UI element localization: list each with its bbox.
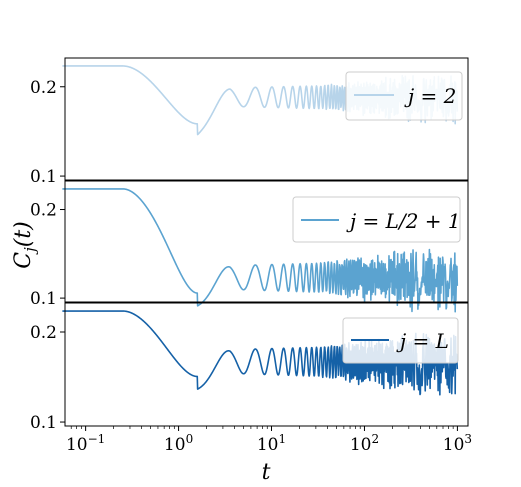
x-ticks: 10−1 100 101 102 103 <box>66 426 472 455</box>
y-axis-label-arg: (t) <box>11 221 36 247</box>
y-axis-label-sub: j <box>21 247 39 255</box>
x-tick-label: 103 <box>443 432 472 455</box>
series-line-j-l <box>61 310 459 396</box>
y-ticks-bottom: 0.1 0.2 <box>30 323 65 433</box>
legend-top: j = 2 <box>345 71 463 121</box>
y-tick-label-bottom: 0.2 <box>30 323 57 343</box>
x-tick-label: 102 <box>350 432 379 455</box>
x-tick-label: 101 <box>257 432 286 455</box>
legend-bottom: j = L <box>342 317 459 364</box>
y-axis-label: Cj(t) <box>11 221 39 269</box>
series-path-bottom <box>61 310 459 396</box>
plot-frame-top <box>64 57 469 181</box>
x-axis-label: t <box>262 460 271 485</box>
y-tick-label-bottom: 0.1 <box>30 413 57 433</box>
plot-frame-middle <box>64 180 469 303</box>
y-tick-label-top: 0.1 <box>30 167 57 187</box>
panel-top: j = 2 0.1 0.2 <box>30 57 469 187</box>
legend-label-j-2: j = 2 <box>404 84 456 108</box>
series-line-j-l-half-plus-1 <box>61 188 459 313</box>
legend-label-j-l: j = L <box>396 329 449 353</box>
y-tick-label-middle: 0.2 <box>30 201 57 221</box>
plot-frame-bottom <box>64 302 469 427</box>
y-axis-label-text: Cj(t) <box>11 221 39 269</box>
x-tick-label: 10−1 <box>66 432 105 455</box>
panel-middle: j = L/2 + 1 0.1 0.2 <box>30 180 469 313</box>
x-tick-label: 100 <box>164 432 193 455</box>
series-path-middle <box>61 188 459 313</box>
legend-box-middle <box>292 196 461 243</box>
y-tick-label-middle: 0.1 <box>30 289 57 309</box>
y-axis-label-c: C <box>11 252 36 269</box>
legend-label-j-l-half-plus-1: j = L/2 + 1 <box>346 209 461 233</box>
y-tick-label-top: 0.2 <box>30 78 57 98</box>
panel-bottom: j = L 0.1 0.2 <box>30 302 469 433</box>
y-ticks-top: 0.1 0.2 <box>30 78 65 187</box>
legend-box-bottom <box>342 317 459 364</box>
y-ticks-middle: 0.1 0.2 <box>30 201 65 309</box>
legend-box-top <box>345 71 463 121</box>
legend-middle: j = L/2 + 1 <box>292 196 461 243</box>
